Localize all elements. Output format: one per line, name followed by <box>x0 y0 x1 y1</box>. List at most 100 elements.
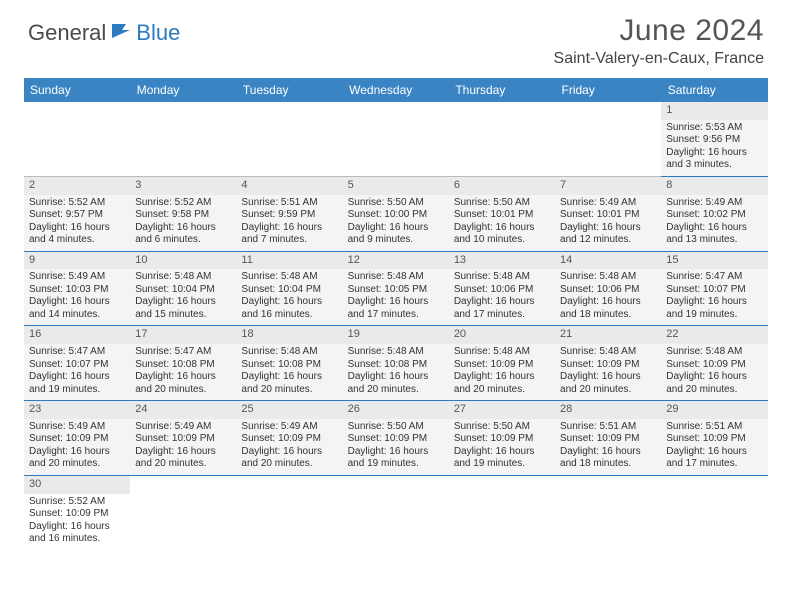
day-number: 23 <box>24 401 130 419</box>
calendar-day-cell: 6Sunrise: 5:50 AMSunset: 10:01 PMDayligh… <box>449 176 555 251</box>
day-number: 30 <box>24 476 130 494</box>
flag-icon <box>110 22 132 45</box>
sunrise-text: Sunrise: 5:50 AM <box>454 197 550 210</box>
daylight-text: Daylight: 16 hours and 18 minutes. <box>560 296 656 321</box>
sunrise-text: Sunrise: 5:48 AM <box>454 346 550 359</box>
day-number: 14 <box>555 252 661 270</box>
sunrise-text: Sunrise: 5:49 AM <box>135 421 231 434</box>
daylight-text: Daylight: 16 hours and 19 minutes. <box>454 446 550 471</box>
calendar-day-cell: 30Sunrise: 5:52 AMSunset: 10:09 PMDaylig… <box>24 475 130 549</box>
weekday-header-row: Sunday Monday Tuesday Wednesday Thursday… <box>24 78 768 102</box>
day-number: 27 <box>449 401 555 419</box>
sunrise-text: Sunrise: 5:49 AM <box>29 271 125 284</box>
daylight-text: Daylight: 16 hours and 17 minutes. <box>454 296 550 321</box>
calendar-day-cell: 9Sunrise: 5:49 AMSunset: 10:03 PMDayligh… <box>24 251 130 326</box>
calendar-day-cell: 3Sunrise: 5:52 AMSunset: 9:58 PMDaylight… <box>130 176 236 251</box>
sunrise-text: Sunrise: 5:49 AM <box>29 421 125 434</box>
daylight-text: Daylight: 16 hours and 3 minutes. <box>666 147 762 172</box>
daylight-text: Daylight: 16 hours and 20 minutes. <box>454 371 550 396</box>
sunset-text: Sunset: 10:00 PM <box>348 209 444 222</box>
daylight-text: Daylight: 16 hours and 19 minutes. <box>348 446 444 471</box>
calendar-day-cell: 26Sunrise: 5:50 AMSunset: 10:09 PMDaylig… <box>343 401 449 476</box>
sunrise-text: Sunrise: 5:48 AM <box>560 271 656 284</box>
day-number: 3 <box>130 177 236 195</box>
sunset-text: Sunset: 10:09 PM <box>135 433 231 446</box>
title-block: June 2024 Saint-Valery-en-Caux, France <box>554 14 764 68</box>
sunrise-text: Sunrise: 5:48 AM <box>348 346 444 359</box>
daylight-text: Daylight: 16 hours and 20 minutes. <box>241 371 337 396</box>
calendar-day-cell <box>555 475 661 549</box>
daylight-text: Daylight: 16 hours and 18 minutes. <box>560 446 656 471</box>
sunset-text: Sunset: 10:09 PM <box>454 433 550 446</box>
calendar-day-cell: 4 Sunrise: 5:51 AMSunset: 9:59 PMDaylight… <box>236 176 342 251</box>
sunrise-text: Sunrise: 5:51 AM <box>241 197 337 210</box>
weekday-header: Monday <box>130 78 236 102</box>
day-number: 24 <box>130 401 236 419</box>
calendar-day-cell <box>236 102 342 176</box>
logo-text-blue: Blue <box>136 20 180 46</box>
calendar-day-cell <box>24 102 130 176</box>
location-subtitle: Saint-Valery-en-Caux, France <box>554 50 764 68</box>
sunset-text: Sunset: 10:03 PM <box>29 284 125 297</box>
daylight-text: Daylight: 16 hours and 20 minutes. <box>135 371 231 396</box>
weekday-header: Saturday <box>661 78 767 102</box>
sunrise-text: Sunrise: 5:50 AM <box>348 421 444 434</box>
sunrise-text: Sunrise: 5:48 AM <box>241 271 337 284</box>
sunset-text: Sunset: 10:06 PM <box>454 284 550 297</box>
sunset-text: Sunset: 10:09 PM <box>560 433 656 446</box>
day-number: 28 <box>555 401 661 419</box>
daylight-text: Daylight: 16 hours and 20 minutes. <box>348 371 444 396</box>
day-number: 5 <box>343 177 449 195</box>
day-number: 29 <box>661 401 767 419</box>
calendar-day-cell: 12Sunrise: 5:48 AMSunset: 10:05 PMDaylig… <box>343 251 449 326</box>
calendar-day-cell <box>130 475 236 549</box>
sunrise-text: Sunrise: 5:52 AM <box>29 496 125 509</box>
day-number: 12 <box>343 252 449 270</box>
sunset-text: Sunset: 10:08 PM <box>241 359 337 372</box>
calendar-day-cell: 5Sunrise: 5:50 AMSunset: 10:00 PMDayligh… <box>343 176 449 251</box>
day-number: 26 <box>343 401 449 419</box>
daylight-text: Daylight: 16 hours and 17 minutes. <box>666 446 762 471</box>
sunset-text: Sunset: 9:59 PM <box>241 209 337 222</box>
calendar-day-cell <box>236 475 342 549</box>
calendar-week-row: 1Sunrise: 5:53 AMSunset: 9:56 PMDaylight… <box>24 102 768 176</box>
page-title: June 2024 <box>554 14 764 48</box>
calendar-week-row: 30Sunrise: 5:52 AMSunset: 10:09 PMDaylig… <box>24 475 768 549</box>
sunrise-text: Sunrise: 5:48 AM <box>666 346 762 359</box>
day-number: 4 <box>236 177 342 195</box>
sunset-text: Sunset: 10:09 PM <box>241 433 337 446</box>
sunrise-text: Sunrise: 5:49 AM <box>560 197 656 210</box>
page-header: General Blue June 2024 Saint-Valery-en-C… <box>0 0 792 72</box>
sunrise-text: Sunrise: 5:47 AM <box>135 346 231 359</box>
sunset-text: Sunset: 9:56 PM <box>666 134 762 147</box>
calendar-day-cell: 23Sunrise: 5:49 AMSunset: 10:09 PMDaylig… <box>24 401 130 476</box>
day-number: 19 <box>343 326 449 344</box>
sunrise-text: Sunrise: 5:48 AM <box>560 346 656 359</box>
daylight-text: Daylight: 16 hours and 19 minutes. <box>666 296 762 321</box>
daylight-text: Daylight: 16 hours and 20 minutes. <box>560 371 656 396</box>
sunrise-text: Sunrise: 5:48 AM <box>135 271 231 284</box>
day-number: 18 <box>236 326 342 344</box>
sunrise-text: Sunrise: 5:47 AM <box>29 346 125 359</box>
day-number: 13 <box>449 252 555 270</box>
day-number: 25 <box>236 401 342 419</box>
sunset-text: Sunset: 10:05 PM <box>348 284 444 297</box>
weekday-header: Friday <box>555 78 661 102</box>
daylight-text: Daylight: 16 hours and 20 minutes. <box>241 446 337 471</box>
sunset-text: Sunset: 10:09 PM <box>29 433 125 446</box>
calendar-day-cell: 24 Sunrise: 5:49 AMSunset: 10:09 PMDaylig… <box>130 401 236 476</box>
day-number: 16 <box>24 326 130 344</box>
daylight-text: Daylight: 16 hours and 16 minutes. <box>241 296 337 321</box>
calendar-day-cell <box>130 102 236 176</box>
calendar-week-row: 9Sunrise: 5:49 AMSunset: 10:03 PMDayligh… <box>24 251 768 326</box>
daylight-text: Daylight: 16 hours and 7 minutes. <box>241 222 337 247</box>
sunset-text: Sunset: 10:01 PM <box>560 209 656 222</box>
daylight-text: Daylight: 16 hours and 20 minutes. <box>135 446 231 471</box>
calendar-day-cell: 16Sunrise: 5:47 AMSunset: 10:07 PMDaylig… <box>24 326 130 401</box>
logo: General Blue <box>28 20 180 46</box>
sunset-text: Sunset: 10:08 PM <box>135 359 231 372</box>
calendar-day-cell: 29Sunrise: 5:51 AMSunset: 10:09 PMDaylig… <box>661 401 767 476</box>
day-number: 15 <box>661 252 767 270</box>
daylight-text: Daylight: 16 hours and 4 minutes. <box>29 222 125 247</box>
sunrise-text: Sunrise: 5:49 AM <box>666 197 762 210</box>
